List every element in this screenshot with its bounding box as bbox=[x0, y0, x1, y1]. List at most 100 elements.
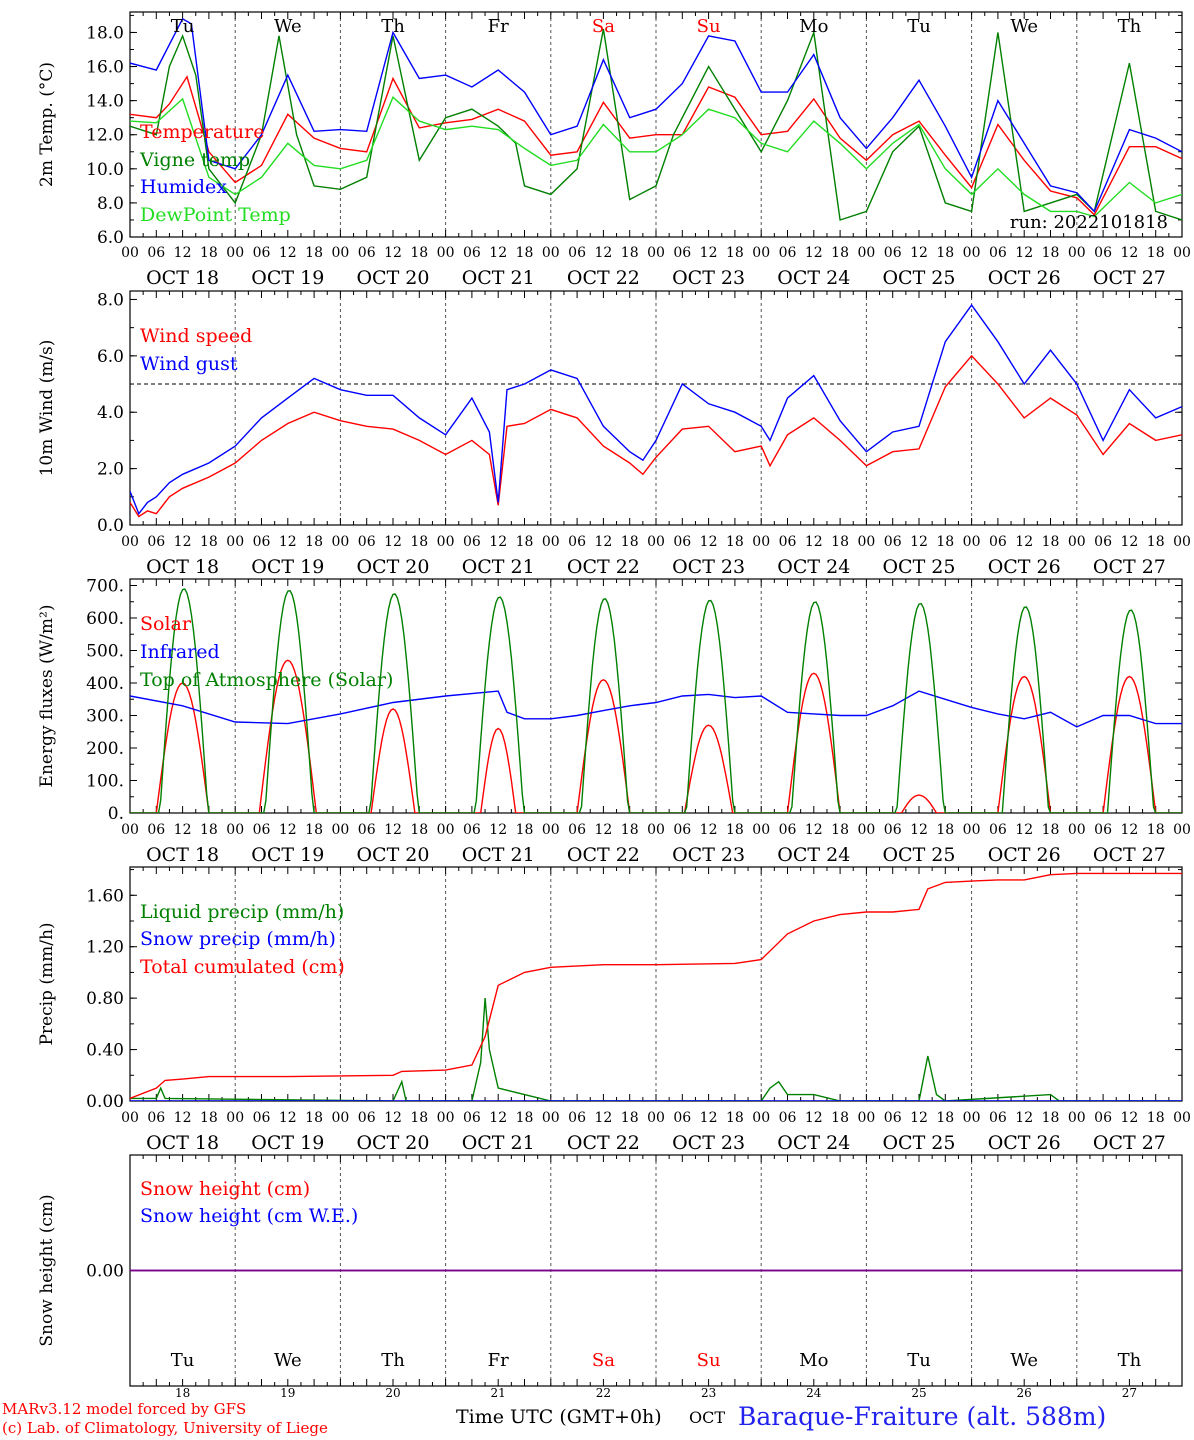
hour-label: 06 bbox=[568, 534, 586, 550]
date-label: OCT 27 bbox=[1093, 267, 1166, 289]
hour-label: 06 bbox=[779, 534, 797, 550]
hour-label: 00 bbox=[331, 822, 349, 838]
day-number: 26 bbox=[1017, 1386, 1032, 1400]
hour-label: 06 bbox=[358, 534, 376, 550]
date-label: OCT 21 bbox=[462, 556, 535, 578]
hour-label: 00 bbox=[963, 1110, 981, 1126]
hour-label: 12 bbox=[489, 1110, 507, 1126]
hour-label: 18 bbox=[410, 822, 428, 838]
day-name: Th bbox=[1118, 16, 1142, 37]
hour-label: 06 bbox=[253, 534, 271, 550]
hour-label: 06 bbox=[884, 1110, 902, 1126]
hour-label: 18 bbox=[726, 822, 744, 838]
legend-entry: Wind speed bbox=[140, 325, 252, 347]
day-number: 23 bbox=[701, 1386, 716, 1400]
hour-label: 06 bbox=[989, 822, 1007, 838]
legend-entry: Temperature bbox=[140, 121, 264, 143]
date-label: OCT 24 bbox=[777, 267, 850, 289]
date-label: OCT 18 bbox=[146, 556, 219, 578]
date-label: OCT 21 bbox=[462, 267, 535, 289]
hour-label: 00 bbox=[542, 245, 560, 261]
day-name: Mo bbox=[799, 16, 828, 37]
date-label: OCT 23 bbox=[672, 267, 745, 289]
day-name: Th bbox=[381, 16, 405, 37]
date-label: OCT 20 bbox=[356, 267, 429, 289]
date-label: OCT 27 bbox=[1093, 1132, 1166, 1154]
hour-label: 18 bbox=[1147, 534, 1165, 550]
date-label: OCT 18 bbox=[146, 267, 219, 289]
hour-label: 00 bbox=[1173, 245, 1191, 261]
hour-label: 12 bbox=[384, 534, 402, 550]
y-tick-label: 10.0 bbox=[86, 160, 124, 180]
hour-label: 06 bbox=[673, 1110, 691, 1126]
date-label: OCT 25 bbox=[882, 267, 955, 289]
y-tick-label: 8.0 bbox=[97, 194, 124, 214]
hour-label: 00 bbox=[226, 1110, 244, 1126]
legend-entry: Wind gust bbox=[140, 353, 238, 375]
date-label: OCT 22 bbox=[567, 1132, 640, 1154]
hour-label: 12 bbox=[489, 245, 507, 261]
date-label: OCT 19 bbox=[251, 1132, 324, 1154]
day-name: Fr bbox=[488, 16, 509, 37]
hour-label: 06 bbox=[147, 534, 165, 550]
hour-label: 18 bbox=[410, 534, 428, 550]
hour-label: 06 bbox=[779, 822, 797, 838]
hour-label: 12 bbox=[594, 245, 612, 261]
day-name: Mo bbox=[799, 1350, 828, 1371]
day-name: Sa bbox=[592, 1350, 615, 1371]
hour-label: 06 bbox=[884, 534, 902, 550]
hour-label: 18 bbox=[726, 534, 744, 550]
legend-entry: Infrared bbox=[140, 641, 220, 663]
hour-label: 06 bbox=[568, 1110, 586, 1126]
legend-entry: Humidex bbox=[140, 176, 227, 198]
panel-3: 0. 100. 200. 300. 400. 500. 600. 700. Energy flu… bbox=[37, 577, 1191, 867]
y-tick-label: 0. bbox=[108, 804, 124, 824]
hour-label: 12 bbox=[384, 1110, 402, 1126]
model-credit: MARv3.12 model forced by GFS bbox=[2, 1400, 247, 1418]
day-name: Tu bbox=[907, 1350, 931, 1371]
hour-label: 00 bbox=[1068, 245, 1086, 261]
y-tick-label: 4.0 bbox=[97, 403, 124, 423]
date-label: OCT 19 bbox=[251, 267, 324, 289]
hour-label: 12 bbox=[174, 245, 192, 261]
day-number: 20 bbox=[385, 1386, 400, 1400]
hour-label: 06 bbox=[989, 534, 1007, 550]
day-number: 22 bbox=[596, 1386, 611, 1400]
date-label: OCT 20 bbox=[356, 1132, 429, 1154]
y-tick-label: 16.0 bbox=[86, 58, 124, 78]
hour-label: 18 bbox=[1147, 822, 1165, 838]
day-name: Tu bbox=[907, 16, 931, 37]
hour-label: 00 bbox=[647, 822, 665, 838]
y-axis-label: 2m Temp. (°C) bbox=[37, 62, 57, 187]
hour-label: 06 bbox=[1094, 245, 1112, 261]
date-label: OCT 22 bbox=[567, 556, 640, 578]
hour-label: 06 bbox=[989, 245, 1007, 261]
series-group bbox=[130, 303, 1182, 518]
hour-label: 18 bbox=[1147, 1110, 1165, 1126]
legend-entry: Solar bbox=[140, 613, 192, 635]
hour-label: 12 bbox=[1015, 534, 1033, 550]
hour-label: 00 bbox=[542, 1110, 560, 1126]
hour-label: 18 bbox=[516, 1110, 534, 1126]
hour-label: 18 bbox=[200, 822, 218, 838]
date-label: OCT 23 bbox=[672, 1132, 745, 1154]
hour-label: 12 bbox=[174, 534, 192, 550]
hour-label: 12 bbox=[594, 822, 612, 838]
hour-label: 12 bbox=[805, 245, 823, 261]
y-tick-label: 6.0 bbox=[97, 228, 124, 248]
hour-label: 00 bbox=[121, 822, 139, 838]
date-label: OCT 26 bbox=[988, 556, 1061, 578]
date-label: OCT 24 bbox=[777, 556, 850, 578]
panel-4: 0.00 0.40 0.80 1.20 1.60 Precip (mm/h) Liquid … bbox=[37, 866, 1191, 1154]
y-tick-label: 100. bbox=[86, 772, 124, 792]
hour-label: 06 bbox=[358, 822, 376, 838]
hour-label: 00 bbox=[752, 1110, 770, 1126]
date-label: OCT 25 bbox=[882, 844, 955, 866]
hour-label: 18 bbox=[936, 1110, 954, 1126]
hour-label: 12 bbox=[489, 534, 507, 550]
hour-label: 12 bbox=[384, 245, 402, 261]
date-label: OCT 27 bbox=[1093, 844, 1166, 866]
hour-label: 12 bbox=[489, 822, 507, 838]
date-label: OCT 18 bbox=[146, 1132, 219, 1154]
legend-entry: Snow height (cm) bbox=[140, 1178, 310, 1200]
